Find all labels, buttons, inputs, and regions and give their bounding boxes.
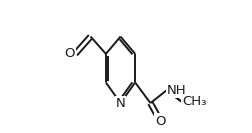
Text: O: O bbox=[154, 115, 165, 128]
Text: NH: NH bbox=[166, 84, 186, 97]
Text: O: O bbox=[64, 47, 74, 60]
Text: N: N bbox=[115, 97, 125, 110]
Text: CH₃: CH₃ bbox=[182, 95, 206, 108]
